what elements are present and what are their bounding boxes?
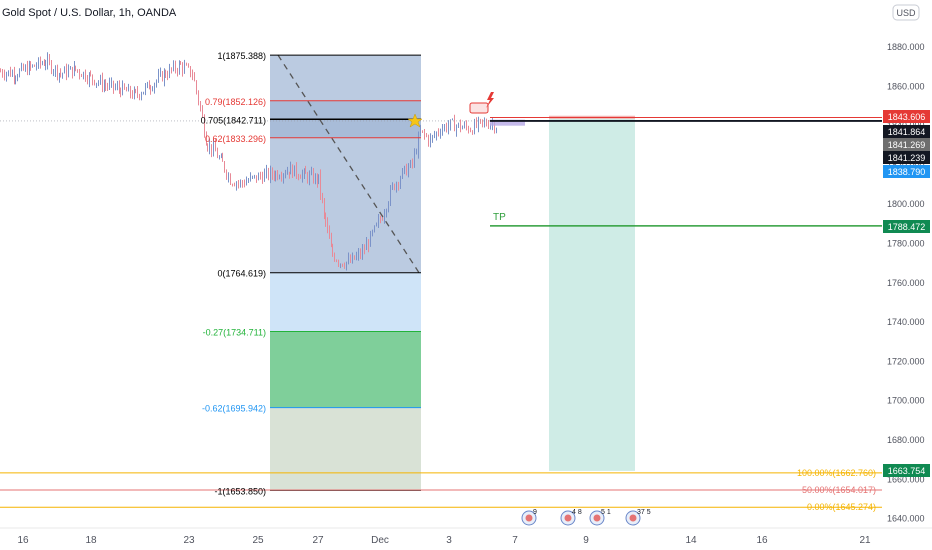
time-tick-label: 3 <box>446 535 452 546</box>
time-tick-label: 25 <box>252 535 264 546</box>
extension-level-label: 100.00%(1662.760) <box>797 468 876 478</box>
time-tick-label: 16 <box>17 535 29 546</box>
price-label-text: 1838.790 <box>888 167 926 177</box>
fib-zone <box>270 272 421 332</box>
fib-zone <box>270 407 421 491</box>
price-label-tag <box>883 220 930 233</box>
level-lines: TP 100.00%(1662.760) 50.00%(1654.017) 0.00%… <box>0 54 882 512</box>
price-scale-labels: 1843.606 1841.864 1841.269 1841.239 1838.790… <box>883 110 930 477</box>
fib-zone <box>270 55 421 273</box>
price-label-text: 1841.864 <box>888 127 926 137</box>
extension-level-label: 0.00%(1645.274) <box>807 502 876 512</box>
alert-icon[interactable] <box>469 92 494 114</box>
fib-level-label: -0.27(1734.711) <box>203 327 266 337</box>
flag-icon <box>525 514 533 522</box>
flag-icon <box>593 514 601 522</box>
time-tick-label: 21 <box>859 535 871 546</box>
time-tick-label: 27 <box>312 535 324 546</box>
price-tick-label: 1700.000 <box>887 396 925 406</box>
time-scale[interactable]: 16 18 23 25 27 Dec 3 7 9 14 16 21 <box>17 535 871 546</box>
price-tick-label: 1880.000 <box>887 42 925 52</box>
event-count: 37 5 <box>637 509 651 516</box>
event-count: 9 <box>533 509 537 516</box>
time-tick-label: 18 <box>85 535 97 546</box>
time-tick-label: 14 <box>685 535 697 546</box>
price-tick-label: 1760.000 <box>887 278 925 288</box>
star-icon <box>407 113 423 128</box>
flag-icon <box>629 514 637 522</box>
symbol-title: Gold Spot / U.S. Dollar, 1h, OANDA <box>2 7 177 19</box>
price-tick-label: 1660.000 <box>887 474 925 484</box>
fib-level-label: 0.62(1833.296) <box>205 134 266 144</box>
price-tick-label: 1640.000 <box>887 514 925 524</box>
event-count: 5 1 <box>601 509 611 516</box>
tp-label: TP <box>493 212 506 223</box>
price-tick-label: 1860.000 <box>887 81 925 91</box>
price-label-text: 1843.606 <box>888 112 926 122</box>
price-label-text: 1788.472 <box>888 222 926 232</box>
time-tick-label: Dec <box>371 535 389 546</box>
price-label-tag <box>883 138 930 151</box>
flag-icon <box>564 514 572 522</box>
price-tick-label: 1680.000 <box>887 435 925 445</box>
price-label-text: 1841.269 <box>888 140 926 150</box>
time-tick-label: 16 <box>756 535 768 546</box>
currency-badge-label: USD <box>896 8 916 18</box>
fib-level-label: -1(1653.850) <box>214 486 266 496</box>
candles <box>0 52 525 274</box>
price-tick-label: 1780.000 <box>887 239 925 249</box>
price-tick-label: 1820.000 <box>887 160 925 170</box>
fib-level-label: 1(1875.388) <box>217 51 266 61</box>
price-tick-label: 1800.000 <box>887 199 925 209</box>
price-tick-label: 1740.000 <box>887 317 925 327</box>
currency-badge[interactable]: USD <box>892 4 920 21</box>
price-label-tag <box>883 165 930 178</box>
price-label-text: 1841.239 <box>888 153 926 163</box>
price-label-tag <box>883 110 930 123</box>
fib-level-label: 0.79(1852.126) <box>205 97 266 107</box>
time-tick-label: 23 <box>183 535 195 546</box>
fib-zone <box>270 331 421 408</box>
fib-level-label: 0.705(1842.711) <box>201 115 266 125</box>
price-tick-label: 1720.000 <box>887 356 925 366</box>
fib-labels: 1(1875.388) 0.79(1852.126) 0.705(1842.711)… <box>201 51 266 496</box>
event-count: 4 8 <box>572 509 582 516</box>
price-scale[interactable] <box>882 0 932 528</box>
time-tick-label: 9 <box>583 535 589 546</box>
price-label-tag <box>883 125 930 138</box>
extension-level-label: 50.00%(1654.017) <box>802 485 876 495</box>
price-label-tag <box>883 464 930 477</box>
price-label-text: 1663.754 <box>888 466 926 476</box>
event-markers[interactable]: 9 4 8 5 1 37 5 <box>521 509 651 526</box>
position-marker <box>490 119 525 126</box>
price-label-tag <box>883 151 930 164</box>
target-zone <box>549 117 635 471</box>
fib-level-label: 0(1764.619) <box>217 269 266 279</box>
time-tick-label: 7 <box>512 535 518 546</box>
fib-level-label: -0.62(1695.942) <box>202 404 266 414</box>
